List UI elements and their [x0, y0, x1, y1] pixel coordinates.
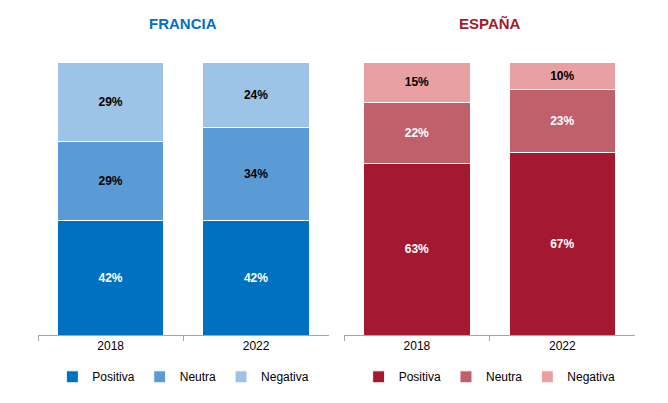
svg-text:24%: 24% — [244, 88, 268, 102]
svg-text:29%: 29% — [99, 95, 123, 109]
svg-text:Neutra: Neutra — [180, 370, 216, 384]
svg-text:Positiva: Positiva — [92, 370, 134, 384]
svg-text:2018: 2018 — [97, 339, 124, 353]
svg-text:2022: 2022 — [243, 339, 270, 353]
svg-text:2018: 2018 — [404, 339, 431, 353]
svg-text:42%: 42% — [244, 271, 268, 285]
svg-text:Neutra: Neutra — [486, 370, 522, 384]
svg-text:10%: 10% — [550, 69, 574, 83]
svg-text:15%: 15% — [405, 75, 429, 89]
svg-text:FRANCIA: FRANCIA — [149, 15, 217, 32]
svg-text:Positiva: Positiva — [399, 370, 441, 384]
svg-text:34%: 34% — [244, 167, 268, 181]
svg-text:ESPAÑA: ESPAÑA — [459, 15, 521, 32]
svg-text:63%: 63% — [405, 242, 429, 256]
svg-text:67%: 67% — [550, 237, 574, 251]
svg-text:42%: 42% — [99, 271, 123, 285]
svg-text:22%: 22% — [405, 126, 429, 140]
svg-text:2022: 2022 — [549, 339, 576, 353]
svg-text:29%: 29% — [99, 174, 123, 188]
svg-text:23%: 23% — [550, 114, 574, 128]
svg-text:Negativa: Negativa — [261, 370, 309, 384]
svg-text:Negativa: Negativa — [567, 370, 615, 384]
